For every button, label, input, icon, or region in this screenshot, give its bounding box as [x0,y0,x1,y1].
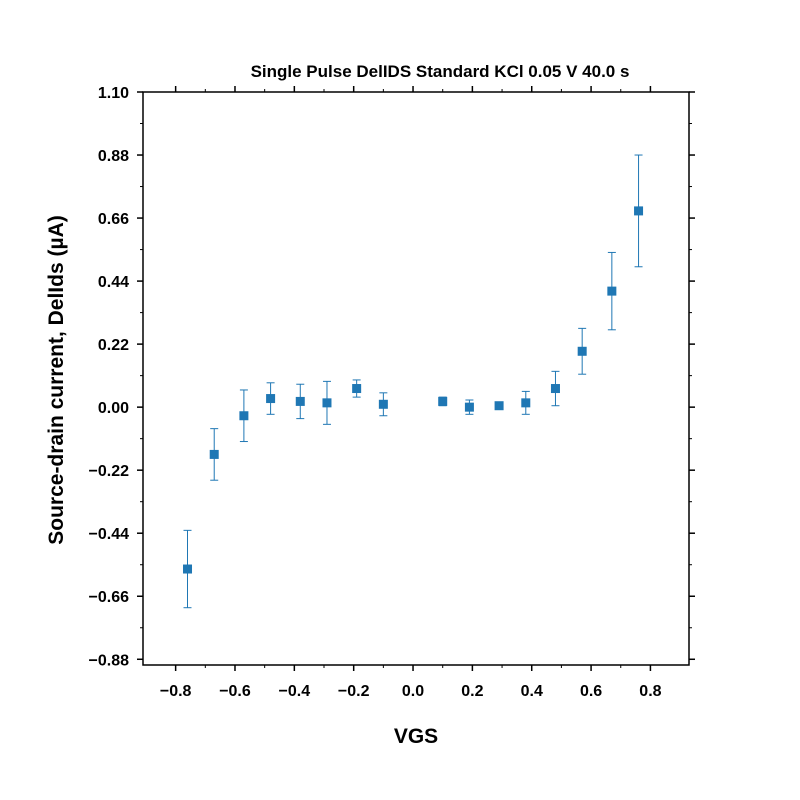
y-tick-label: −0.88 [89,652,130,669]
x-tick-label: −0.2 [338,683,370,700]
y-tick-label: −0.44 [89,526,130,543]
y-tick-label: 0.22 [98,337,129,354]
x-tick-label: 0.6 [580,683,602,700]
x-tick-label: 0.2 [461,683,483,700]
data-point [634,206,644,216]
data-point [266,394,276,404]
x-tick-label: 0.4 [521,683,543,700]
data-point [438,396,448,406]
x-axis: −0.8 −0.6 −0.4 −0.2 0.0 0.2 0.4 0.6 0.8 [160,86,662,700]
x-tick-label: −0.4 [279,683,311,700]
x-axis-label: VGS [394,725,438,748]
data-point [378,399,388,409]
y-tick-label: 0.00 [98,400,129,417]
data-point [239,411,249,421]
y-tick-label: 1.10 [98,85,129,102]
data-point [521,398,531,408]
data-point [577,346,587,356]
y-tick-label: 0.66 [98,211,129,228]
x-tick-label: −0.8 [160,683,192,700]
chart-title: Single Pulse DelIDS Standard KCl 0.05 V … [251,62,630,81]
data-point [183,564,193,574]
data-point [464,402,474,412]
data-point [322,398,332,408]
data-point [607,286,617,296]
data-point [550,384,560,394]
x-tick-label: 0.8 [639,683,661,700]
y-tick-label: −0.22 [89,463,130,480]
x-tick-label: 0.0 [402,683,424,700]
data-point [494,401,504,411]
y-axis: 1.10 0.88 0.66 0.44 0.22 0.00 −0.22 −0.44 −0.66 −… [89,85,695,669]
y-tick-label: −0.66 [89,589,130,606]
plot-frame [142,91,690,666]
data-series [183,154,644,609]
y-tick-label: 0.88 [98,148,129,165]
x-tick-label: −0.6 [219,683,251,700]
y-axis-label: Source-drain current, DelIds (µA) [45,215,68,545]
data-point [209,449,219,459]
data-point [352,384,362,394]
y-tick-label: 0.44 [98,274,129,291]
data-point [295,396,305,406]
